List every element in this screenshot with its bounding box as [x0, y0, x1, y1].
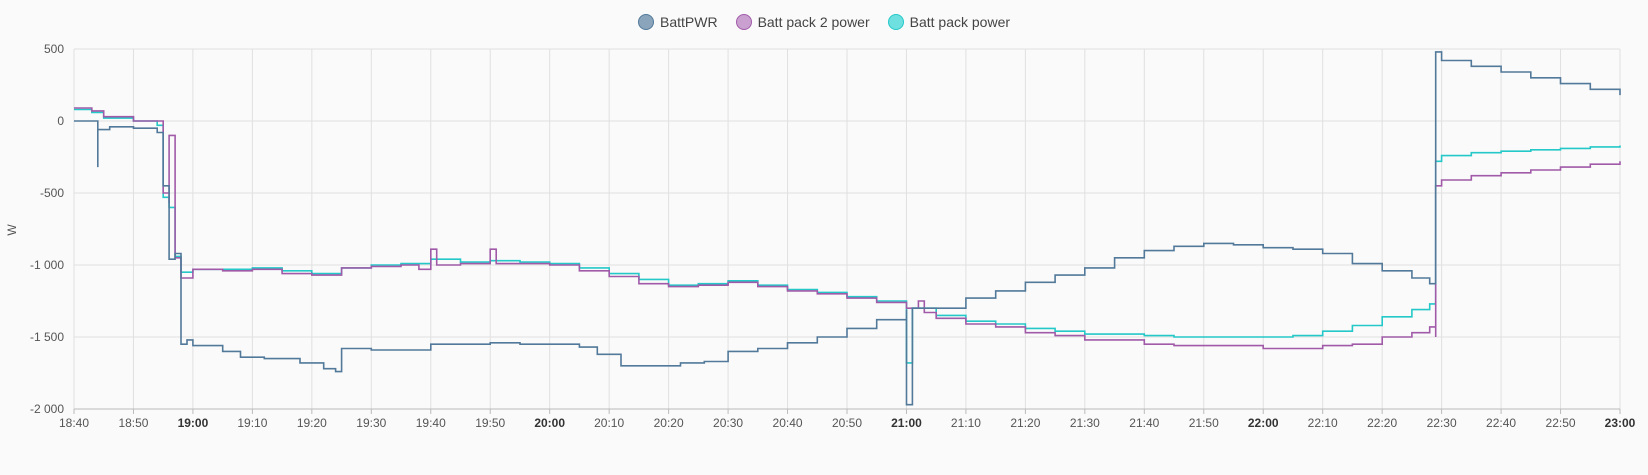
x-tick-label: 20:30 — [713, 416, 743, 430]
legend: BattPWR Batt pack 2 power Batt pack powe… — [0, 14, 1648, 30]
x-tick-label: 22:10 — [1308, 416, 1338, 430]
x-tick-label: 19:10 — [237, 416, 267, 430]
x-tick-label: 21:50 — [1189, 416, 1219, 430]
y-tick-label: 500 — [44, 42, 64, 56]
y-tick-label: -2 000 — [30, 402, 64, 416]
grid-lines — [73, 48, 1621, 410]
legend-label-batt-pack-power: Batt pack power — [909, 14, 1011, 30]
x-tick-label: 19:40 — [416, 416, 446, 430]
x-tick-label: 22:00 — [1248, 416, 1279, 430]
x-tick-label: 21:30 — [1070, 416, 1100, 430]
x-tick-label: 20:00 — [534, 416, 565, 430]
legend-swatch-batt-pack-2-power — [735, 14, 752, 30]
y-axis-label: W — [5, 224, 19, 236]
x-tick-label: 22:40 — [1486, 416, 1516, 430]
x-tick-label: 21:40 — [1129, 416, 1159, 430]
y-tick-label: 0 — [57, 114, 64, 128]
x-tick-label: 18:40 — [59, 416, 89, 430]
x-tick-label: 22:20 — [1367, 416, 1397, 430]
y-axis: 500 0 -500 -1 000 -1 500 -2 000 — [30, 42, 64, 416]
legend-item-batt-pack-2-power[interactable]: Batt pack 2 power — [735, 14, 870, 30]
series-group — [74, 51, 1621, 406]
series-line-battpwr[interactable] — [74, 51, 1621, 406]
x-tick-label: 18:50 — [118, 416, 148, 430]
y-tick-label: -1 000 — [30, 258, 64, 272]
x-tick-label: 20:40 — [773, 416, 803, 430]
x-tick-label: 22:50 — [1546, 416, 1576, 430]
y-tick-label: -1 500 — [30, 330, 64, 344]
x-tick-label: 20:10 — [594, 416, 624, 430]
x-tick-label: 19:00 — [178, 416, 209, 430]
legend-swatch-battpwr — [637, 14, 654, 30]
x-tick-label: 21:00 — [891, 416, 922, 430]
x-tick-label: 21:10 — [951, 416, 981, 430]
x-tick-label: 19:20 — [297, 416, 327, 430]
legend-swatch-batt-pack-power — [887, 14, 904, 30]
x-tick-label: 20:20 — [654, 416, 684, 430]
legend-label-battpwr: BattPWR — [659, 14, 718, 30]
legend-item-battpwr[interactable]: BattPWR — [637, 14, 718, 30]
legend-item-batt-pack-power[interactable]: Batt pack power — [887, 14, 1011, 30]
x-tick-label: 21:20 — [1010, 416, 1040, 430]
x-tick-label: 20:50 — [832, 416, 862, 430]
y-tick-label: -500 — [40, 186, 64, 200]
x-tick-label: 23:00 — [1605, 416, 1636, 430]
x-axis: 18:40 18:50 19:00 19:10 19:20 19:30 19:40 19:50… — [59, 408, 1636, 430]
x-tick-label: 22:30 — [1427, 416, 1457, 430]
legend-label-batt-pack-2-power: Batt pack 2 power — [757, 14, 870, 30]
x-tick-label: 19:50 — [475, 416, 505, 430]
x-tick-label: 19:30 — [356, 416, 386, 430]
series-line-batt-pack-2-power[interactable] — [74, 107, 1621, 350]
